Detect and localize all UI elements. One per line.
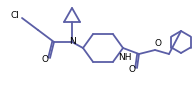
Text: O: O xyxy=(42,55,48,63)
Text: O: O xyxy=(154,39,161,48)
Text: O: O xyxy=(128,65,135,74)
Text: NH: NH xyxy=(118,53,132,62)
Text: N: N xyxy=(69,38,75,46)
Text: Cl: Cl xyxy=(10,12,19,21)
